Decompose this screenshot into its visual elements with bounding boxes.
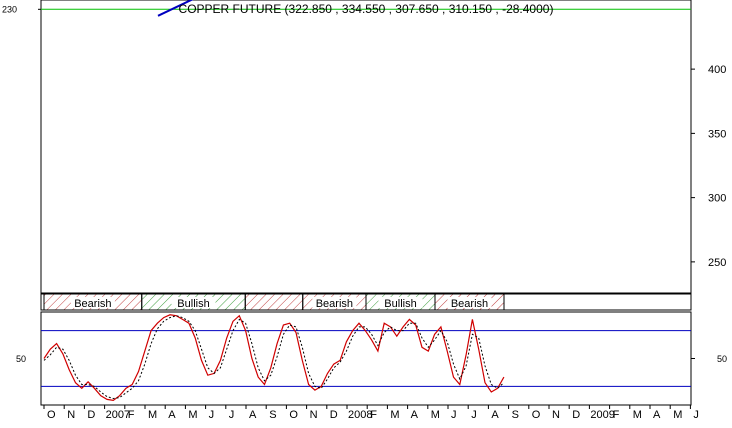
time-axis-label: A — [168, 409, 176, 421]
signal-label: Bullish — [384, 298, 416, 310]
time-axis-label: A — [249, 409, 257, 421]
time-axis-label: F — [613, 409, 620, 421]
time-axis-label: M — [188, 409, 197, 421]
time-axis-label: A — [491, 409, 499, 421]
osc-y-tick-left: 50 — [16, 354, 26, 364]
time-axis-label: M — [148, 409, 157, 421]
price-panel-frame — [40, 0, 692, 294]
time-axis-label: O — [47, 409, 56, 421]
right-axis: 250 300 350 400 — [691, 64, 726, 269]
chart-title: COPPER FUTURE (322.850 , 334.550 , 307.6… — [179, 2, 554, 16]
signal-label: Bearish — [74, 298, 111, 310]
right-axis-tick-label: 250 — [708, 257, 726, 269]
time-axis-label: D — [330, 409, 338, 421]
time-axis-label: M — [390, 409, 399, 421]
time-axis-label: N — [67, 409, 75, 421]
time-axis-label: D — [87, 409, 95, 421]
time-axis-label: M — [673, 409, 682, 421]
time-axis-label: S — [269, 409, 276, 421]
time-axis-label: M — [431, 409, 440, 421]
time-axis-label: 2009 — [590, 409, 614, 421]
time-axis-label: D — [572, 409, 580, 421]
signal-label-bg — [312, 297, 357, 308]
left-axis-tick-label: 240 — [2, 0, 17, 1]
left-axis: 2302402502602702802903003103203303403503… — [2, 0, 41, 14]
left-axis-tick-label: 230 — [2, 4, 17, 14]
time-axis-label: N — [552, 409, 560, 421]
time-axis-label: J — [693, 409, 699, 421]
signal-label-bg — [378, 297, 423, 308]
time-axis-label: N — [310, 409, 318, 421]
time-axis-label: S — [512, 409, 519, 421]
signal-label: Bearish — [316, 298, 353, 310]
signal-segment — [244, 293, 304, 311]
time-axis-label: J — [451, 409, 457, 421]
right-axis-tick-label: 350 — [708, 128, 726, 140]
oscillator-panel-frame — [40, 311, 692, 406]
signal-label-bg — [70, 297, 115, 308]
signal-label-bg — [447, 297, 492, 308]
osc-y-tick-right: 50 — [717, 354, 727, 364]
time-axis-label: O — [532, 409, 541, 421]
horizontal-levels — [41, 8, 691, 10]
signal-label: Bearish — [451, 298, 488, 310]
right-axis-tick-label: 300 — [708, 193, 726, 205]
time-axis-label: A — [653, 409, 661, 421]
oscillator — [41, 314, 695, 402]
time-axis-label: 2007 — [106, 409, 130, 421]
oscillator-main-line — [43, 314, 505, 402]
time-axis-label: F — [128, 409, 135, 421]
time-axis-label: 2008 — [348, 409, 372, 421]
time-axis-label: J — [471, 409, 477, 421]
time-axis-label: A — [411, 409, 419, 421]
oscillator-signal-line — [43, 315, 505, 400]
right-axis-tick-label: 400 — [708, 64, 726, 76]
time-axis-label: J — [229, 409, 235, 421]
signal-label: Bullish — [177, 298, 209, 310]
signal-label-bg — [171, 297, 216, 308]
time-axis-label: F — [370, 409, 377, 421]
time-axis-label: O — [289, 409, 298, 421]
time-axis-label: J — [209, 409, 215, 421]
signal-bar: Bearish Bullish Bearish Bullish Bearish — [43, 293, 505, 311]
time-axis-label: M — [633, 409, 642, 421]
